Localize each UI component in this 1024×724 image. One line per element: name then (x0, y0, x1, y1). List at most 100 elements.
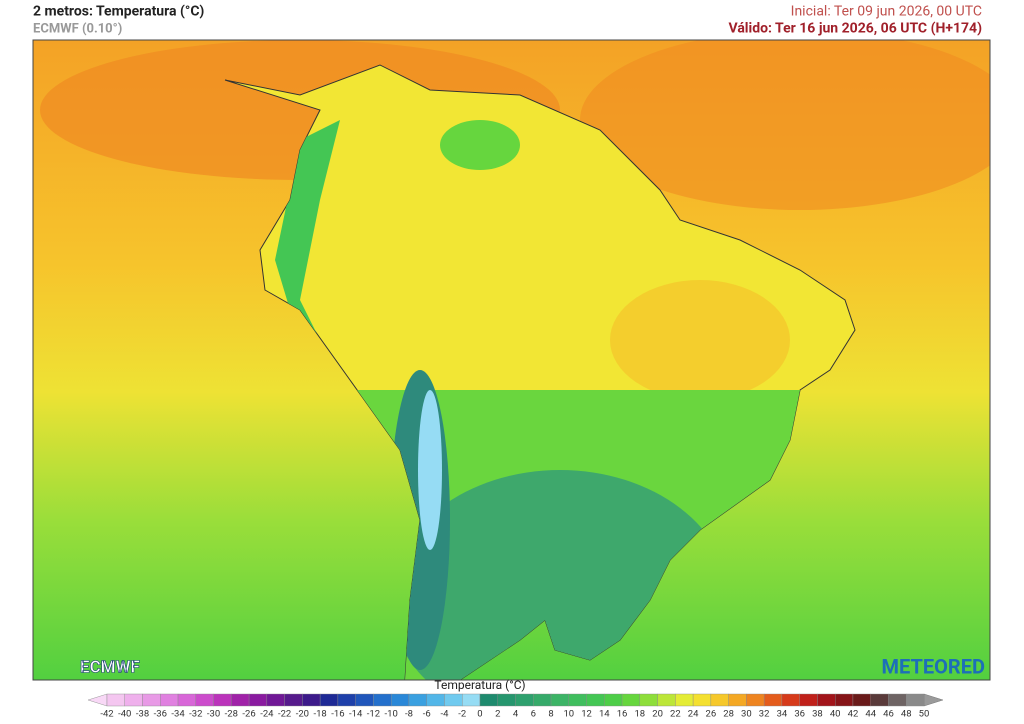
colorbar-swatch (888, 693, 907, 707)
colorbar-swatch (746, 693, 765, 707)
colorbar-tick-label: 46 (883, 709, 894, 720)
colorbar-swatch (284, 693, 303, 707)
colorbar-tick-label: 38 (812, 709, 823, 720)
colorbar-swatch (231, 693, 250, 707)
colorbar-swatch (604, 693, 623, 707)
colorbar-swatch (515, 693, 534, 707)
colorbar-swatch (142, 693, 161, 707)
colorbar-tick-label: -24 (260, 709, 274, 720)
colorbar-swatch (852, 693, 871, 707)
colorbar-tick-label: 44 (865, 709, 876, 720)
colorbar-tick-label: -16 (331, 709, 344, 720)
ecmwf-logo: ECMWF (80, 657, 140, 677)
colorbar-swatch (444, 693, 463, 707)
colorbar-swatch (568, 693, 587, 707)
colorbar-tick-label: 10 (563, 709, 574, 720)
colorbar-tick-label: 6 (531, 709, 536, 720)
colorbar-tick-label: 42 (848, 709, 859, 720)
colorbar-swatch (426, 693, 445, 707)
colorbar-tick-label: -22 (278, 709, 291, 720)
model-label: ECMWF (0.10°) (33, 21, 122, 36)
colorbar: Temperatura (°C) -42 -40 -38 -36 -34 -32 -30 -2… (87, 678, 944, 720)
map-frame (32, 39, 991, 681)
colorbar-tick-label: -18 (313, 709, 326, 720)
colorbar-swatch (390, 693, 410, 707)
colorbar-tick-label: -10 (385, 709, 398, 720)
colorbar-tick-label: 34 (777, 709, 788, 720)
colorbar-tick-label: -40 (118, 709, 131, 720)
colorbar-swatch (834, 693, 854, 707)
colorbar-swatch (408, 693, 427, 707)
colorbar-tick-label: -36 (154, 709, 167, 720)
colorbar-tick-label: 36 (794, 709, 805, 720)
colorbar-tick-label: 20 (652, 709, 663, 720)
initial-time: Inicial: Ter 09 jun 2026, 00 UTC (791, 4, 982, 20)
colorbar-swatch (550, 693, 569, 707)
colorbar-swatch (799, 693, 818, 707)
colorbar-swatch (124, 693, 143, 707)
colorbar-swatch (497, 693, 516, 707)
colorbar-swatch (692, 693, 712, 707)
colorbar-swatch (781, 693, 800, 707)
colorbar-swatch (160, 693, 179, 707)
colorbar-tick-label: 16 (617, 709, 628, 720)
colorbar-swatch (621, 693, 641, 707)
colorbar-tick-label: -4 (440, 709, 449, 720)
colorbar-tick-label: 32 (759, 709, 770, 720)
map-title: 2 metros: Temperatura (°C) (33, 4, 204, 20)
valid-time: Válido: Ter 16 jun 2026, 06 UTC (H+174) (728, 21, 982, 37)
colorbar-tick-label: -42 (100, 709, 113, 720)
colorbar-swatch (533, 693, 552, 707)
warm-ocean (580, 40, 990, 210)
colorbar-swatch (870, 693, 889, 707)
colorbar-tick-label: -26 (242, 709, 255, 720)
colorbar-swatch (266, 693, 285, 707)
colorbar-tick-label: -28 (225, 709, 238, 720)
colorbar-swatch (675, 693, 694, 707)
colorbar-swatch (319, 693, 339, 707)
colorbar-swatch (639, 693, 658, 707)
colorbar-tick-label: -30 (207, 709, 220, 720)
colorbar-tick-label: -12 (367, 709, 380, 720)
colorbar-tick-label: -2 (458, 709, 466, 720)
colorbar-tick-label: 26 (706, 709, 717, 720)
colorbar-swatch (586, 693, 605, 707)
colorbar-swatch (337, 693, 356, 707)
colorbar-tick-label: 14 (599, 709, 610, 720)
colorbar-tick-label: 50 (919, 709, 930, 720)
colorbar-swatch (302, 693, 321, 707)
colorbar-arrow (923, 693, 944, 707)
colorbar-tick-label: 40 (830, 709, 841, 720)
colorbar-tick-label: 0 (477, 709, 482, 720)
colorbar-swatch (355, 693, 374, 707)
colorbar-tick-label: -20 (296, 709, 309, 720)
meteored-logo: METEORED (882, 654, 985, 678)
colorbar-swatch (195, 693, 214, 707)
colorbar-tick-label: -38 (136, 709, 149, 720)
colorbar-tick-label: 8 (548, 709, 553, 720)
colorbar-arrow (87, 693, 108, 707)
colorbar-tick-label: -34 (171, 709, 185, 720)
colorbar-tick-label: 28 (723, 709, 734, 720)
colorbar-swatch (710, 693, 729, 707)
colorbar-tick-label: 18 (634, 709, 645, 720)
colorbar-label: Temperatura (°C) (434, 678, 525, 692)
colorbar-tick-label: 2 (495, 709, 500, 720)
colorbar-swatch (479, 693, 498, 707)
colorbar-swatch (462, 693, 481, 707)
colorbar-swatch (817, 693, 836, 707)
colorbar-tick-label: -6 (423, 709, 431, 720)
colorbar-tick-label: 24 (688, 709, 699, 720)
colorbar-tick-label: 48 (901, 709, 912, 720)
colorbar-swatch (763, 693, 783, 707)
colorbar-swatch (373, 693, 392, 707)
colorbar-swatch (213, 693, 232, 707)
map: ECMWF METEORED (33, 40, 990, 680)
colorbar-tick-label: 12 (581, 709, 592, 720)
colorbar-swatch (177, 693, 197, 707)
colorbar-swatch (248, 693, 268, 707)
colorbar-tick-label: 4 (513, 709, 519, 720)
colorbar-swatch (728, 693, 747, 707)
colorbar-swatch (906, 693, 925, 707)
